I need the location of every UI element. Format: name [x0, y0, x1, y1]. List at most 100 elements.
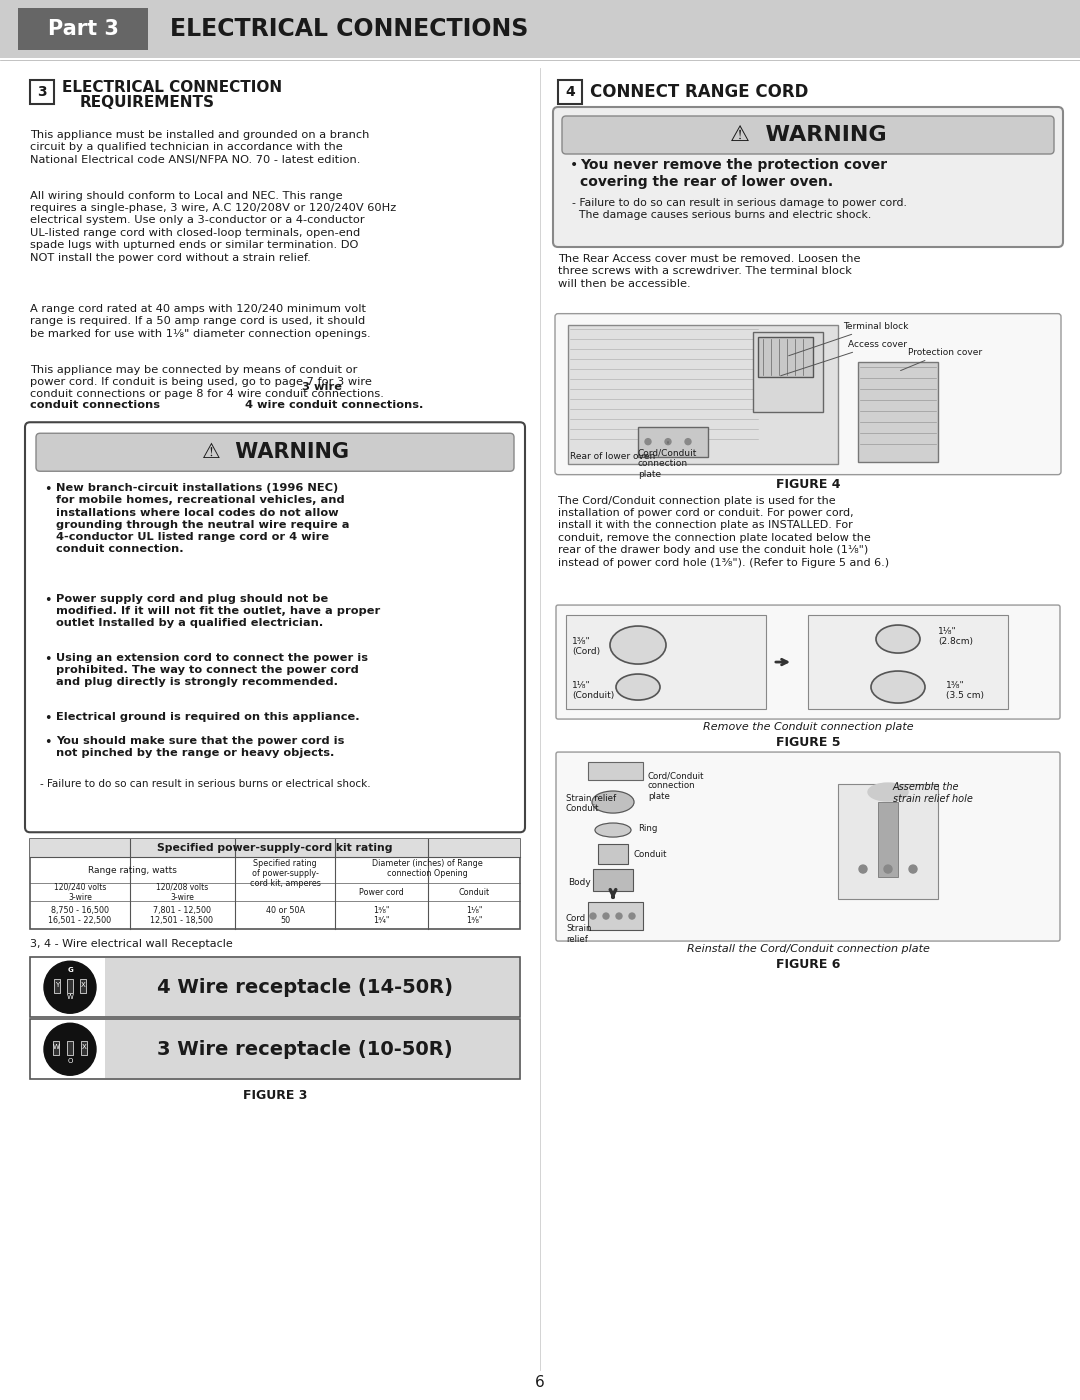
- Text: ⚠  WARNING: ⚠ WARNING: [730, 125, 887, 146]
- Bar: [105, 958, 519, 1016]
- Text: Cord/Conduit
connection
plate: Cord/Conduit connection plate: [648, 771, 704, 801]
- Text: 1¹⁄₈"
(2.8cm): 1¹⁄₈" (2.8cm): [939, 627, 973, 647]
- Text: Ring: Ring: [638, 825, 658, 833]
- FancyBboxPatch shape: [25, 423, 525, 832]
- Text: •: •: [44, 711, 52, 725]
- Text: Conduit: Conduit: [633, 850, 666, 860]
- Bar: [753, 332, 823, 412]
- Text: •: •: [44, 736, 52, 749]
- Text: G: G: [67, 967, 72, 973]
- Circle shape: [885, 865, 892, 874]
- Text: Protection cover: Protection cover: [901, 347, 982, 371]
- Bar: [858, 361, 939, 462]
- Text: Reinstall the Cord/Conduit connection plate: Reinstall the Cord/Conduit connection pl…: [687, 944, 930, 953]
- Text: FIGURE 4: FIGURE 4: [775, 477, 840, 490]
- Text: Y: Y: [55, 983, 59, 988]
- Bar: [54, 979, 60, 993]
- Text: You never remove the protection cover
covering the rear of lower oven.: You never remove the protection cover co…: [580, 158, 887, 189]
- Text: The Cord/Conduit connection plate is used for the
installation of power cord or : The Cord/Conduit connection plate is use…: [558, 496, 889, 567]
- Text: This appliance may be connected by means of conduit or
power cord. If conduit is: This appliance may be connected by means…: [30, 364, 383, 399]
- Bar: [30, 1019, 519, 1079]
- Text: Cord/Conduit
connection
plate: Cord/Conduit connection plate: [638, 441, 698, 479]
- Text: FIGURE 5: FIGURE 5: [775, 736, 840, 749]
- Text: 4 Wire receptacle (14-50R): 4 Wire receptacle (14-50R): [157, 977, 453, 997]
- Circle shape: [665, 438, 671, 445]
- Text: 40 or 50A
50: 40 or 50A 50: [266, 906, 305, 925]
- Bar: [566, 615, 766, 708]
- Bar: [81, 1042, 87, 1056]
- Text: Part 3: Part 3: [48, 20, 119, 39]
- Text: 1¹⁄₈"
(Conduit): 1¹⁄₈" (Conduit): [572, 680, 615, 700]
- Text: 1³⁄₈"
(3.5 cm): 1³⁄₈" (3.5 cm): [946, 680, 984, 700]
- Text: The Rear Access cover must be removed. Loosen the
three screws with a screwdrive: The Rear Access cover must be removed. L…: [558, 253, 861, 288]
- Text: ELECTRICAL CONNECTION: ELECTRICAL CONNECTION: [62, 80, 282, 95]
- Circle shape: [603, 913, 609, 918]
- Bar: [67, 1042, 73, 1056]
- Bar: [588, 762, 643, 780]
- Bar: [30, 839, 519, 857]
- Bar: [80, 979, 86, 993]
- Circle shape: [685, 438, 691, 445]
- Bar: [593, 869, 633, 890]
- Text: CONNECT RANGE CORD: CONNECT RANGE CORD: [590, 83, 808, 101]
- Circle shape: [859, 865, 867, 874]
- Bar: [30, 958, 519, 1018]
- Text: X: X: [82, 1044, 86, 1050]
- Bar: [558, 80, 582, 104]
- FancyBboxPatch shape: [556, 605, 1059, 720]
- Text: •: •: [44, 483, 52, 496]
- Text: Assemble the
strain relief hole: Assemble the strain relief hole: [893, 783, 973, 804]
- Text: 120/240 volts
3-wire: 120/240 volts 3-wire: [54, 883, 106, 902]
- Text: FIGURE 3: FIGURE 3: [243, 1089, 307, 1102]
- Text: You should make sure that the power cord is
not pinched by the range or heavy ob: You should make sure that the power cord…: [56, 736, 345, 759]
- Text: All wiring should conform to Local and NEC. This range
requires a single-phase, : All wiring should conform to Local and N…: [30, 190, 396, 263]
- Bar: [568, 325, 838, 463]
- Circle shape: [909, 865, 917, 874]
- Text: Conduit: Conduit: [458, 888, 489, 897]
- Text: Using an extension cord to connect the power is
prohibited. The way to connect t: Using an extension cord to connect the p…: [56, 652, 368, 687]
- Bar: [53, 1042, 59, 1056]
- Bar: [18, 8, 148, 50]
- Text: O: O: [67, 1058, 72, 1064]
- Text: 6: 6: [535, 1375, 545, 1390]
- Bar: [30, 839, 519, 930]
- Ellipse shape: [592, 791, 634, 813]
- FancyBboxPatch shape: [36, 433, 514, 472]
- Text: Power supply cord and plug should not be
modified. If it will not fit the outlet: Power supply cord and plug should not be…: [56, 594, 380, 629]
- Circle shape: [629, 913, 635, 918]
- FancyBboxPatch shape: [562, 116, 1054, 154]
- Text: 1³⁄₈"
1³⁄₄": 1³⁄₈" 1³⁄₄": [373, 906, 389, 925]
- Text: 7,801 - 12,500
12,501 - 18,500: 7,801 - 12,500 12,501 - 18,500: [150, 906, 214, 925]
- Text: A range cord rated at 40 amps with 120/240 minimum volt
range is required. If a : A range cord rated at 40 amps with 120/2…: [30, 304, 370, 339]
- Bar: [0, 0, 1080, 57]
- Ellipse shape: [616, 673, 660, 700]
- Text: Electrical ground is required on this appliance.: Electrical ground is required on this ap…: [56, 711, 360, 721]
- FancyBboxPatch shape: [556, 752, 1059, 941]
- Bar: [105, 1021, 519, 1078]
- Text: This appliance must be installed and grounded on a branch
circuit by a qualified: This appliance must be installed and gro…: [30, 130, 369, 165]
- Text: ELECTRICAL CONNECTIONS: ELECTRICAL CONNECTIONS: [170, 17, 528, 41]
- Text: Remove the Conduit connection plate: Remove the Conduit connection plate: [703, 722, 914, 732]
- Bar: [588, 902, 643, 930]
- Text: 4: 4: [565, 85, 575, 99]
- Text: Access cover: Access cover: [781, 340, 907, 375]
- Text: ⚠  WARNING: ⚠ WARNING: [202, 442, 349, 462]
- Text: 3 Wire receptacle (10-50R): 3 Wire receptacle (10-50R): [158, 1040, 453, 1058]
- Text: Power cord: Power cord: [359, 888, 403, 897]
- Text: conduit connections: conduit connections: [30, 400, 160, 410]
- Text: Diameter (inches) of Range
connection Opening: Diameter (inches) of Range connection Op…: [372, 860, 483, 878]
- Circle shape: [645, 438, 651, 445]
- Text: 3: 3: [37, 85, 46, 99]
- Text: 120/208 volts
3-wire: 120/208 volts 3-wire: [156, 883, 208, 902]
- Text: 3, 4 - Wire electrical wall Receptacle: 3, 4 - Wire electrical wall Receptacle: [30, 939, 233, 949]
- Text: FIGURE 6: FIGURE 6: [775, 958, 840, 972]
- Ellipse shape: [610, 626, 666, 664]
- Text: X: X: [81, 983, 85, 988]
- Text: Strain relief
Conduit: Strain relief Conduit: [566, 794, 616, 813]
- Text: W: W: [53, 1044, 59, 1050]
- Circle shape: [616, 913, 622, 918]
- Ellipse shape: [876, 624, 920, 652]
- Text: 4 wire conduit connections.: 4 wire conduit connections.: [245, 400, 423, 410]
- Text: W: W: [67, 994, 73, 1000]
- Text: 1³⁄₈"
(Cord): 1³⁄₈" (Cord): [572, 637, 600, 657]
